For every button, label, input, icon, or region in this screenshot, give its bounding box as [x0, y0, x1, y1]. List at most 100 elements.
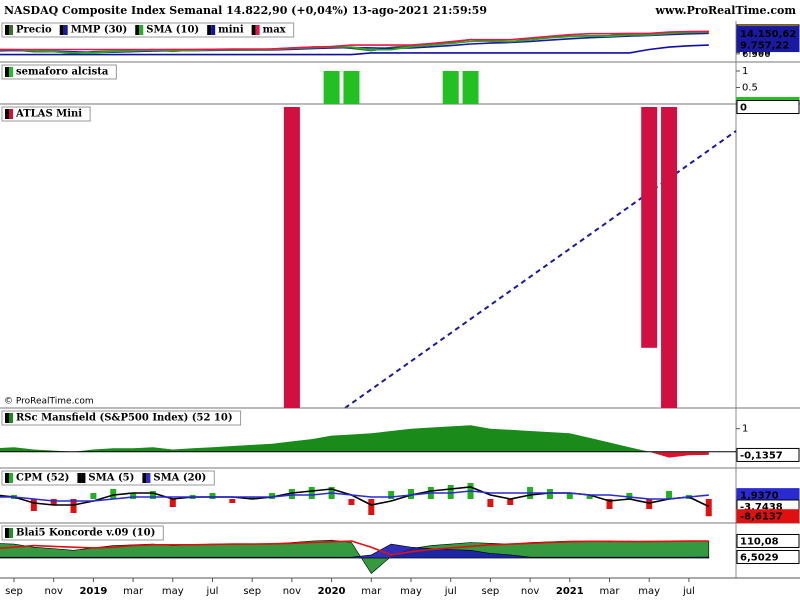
x-tick-label: nov — [283, 586, 301, 597]
legend-swatch — [5, 473, 9, 483]
area — [0, 543, 710, 559]
bar — [323, 71, 340, 104]
legend-label: ATLAS Mini — [15, 109, 82, 120]
legend-swatch — [5, 109, 9, 119]
bar — [666, 491, 673, 499]
bar — [487, 499, 494, 507]
legend-label: RSc Mansfield (S&P500 Index) (52 10) — [16, 413, 233, 424]
bar — [368, 499, 375, 515]
price-label-box — [736, 447, 800, 462]
bar — [586, 495, 593, 499]
panel-plot — [0, 539, 710, 574]
line — [0, 31, 709, 54]
price-label: 14.150,62 — [740, 29, 796, 40]
legend-label: Blai5 Koncorde v.09 (10) — [16, 528, 155, 539]
legend-swatch — [59, 25, 64, 35]
legend-label: Precio — [16, 25, 52, 36]
x-tick-label: sep — [482, 586, 500, 597]
bar — [343, 71, 360, 104]
price-label-box — [736, 100, 800, 114]
bar — [269, 493, 276, 499]
x-tick-label: mar — [123, 586, 144, 597]
bar — [283, 107, 300, 408]
legend-label: MMP (30) — [71, 25, 128, 36]
legend-swatch — [63, 25, 68, 35]
bar — [442, 71, 459, 104]
price-label-box — [736, 509, 800, 524]
price-label: -0,1357 — [740, 450, 783, 461]
legend-swatch — [5, 67, 9, 77]
area — [0, 425, 709, 453]
panel-plot — [283, 107, 678, 408]
bar — [641, 107, 658, 348]
legend-swatch — [255, 25, 260, 35]
legend-swatch — [5, 413, 9, 423]
x-tick-label: jul — [682, 586, 695, 597]
bar — [546, 489, 553, 499]
x-tick-label: 2020 — [318, 586, 346, 597]
legend-label: max — [263, 25, 287, 36]
legend-box — [1, 410, 242, 426]
legend-swatch — [146, 473, 151, 483]
bar — [388, 491, 395, 499]
x-tick-label: mar — [361, 586, 382, 597]
y-tick-label: 0.5 — [742, 83, 758, 94]
price-label: 0 — [740, 103, 747, 114]
legend-box — [1, 525, 164, 541]
y-tick-label: 1 — [742, 66, 748, 77]
x-tick-label: may — [638, 586, 660, 597]
bar — [209, 493, 216, 499]
legend-label: SMA (5) — [88, 473, 134, 484]
x-tick-label: may — [162, 586, 184, 597]
x-tick-label: 2019 — [79, 586, 107, 597]
price-label: 9.757,22 — [740, 41, 789, 52]
legend-swatch — [81, 473, 86, 483]
x-tick-label: sep — [243, 586, 261, 597]
bar — [130, 493, 137, 499]
legend-swatch — [5, 528, 9, 538]
price-label: 1,9370 — [740, 491, 779, 502]
line — [0, 44, 709, 56]
x-tick-label: nov — [521, 586, 539, 597]
bar — [249, 497, 256, 499]
price-label: -3,7438 — [740, 502, 783, 513]
legend-swatch — [211, 25, 216, 35]
bar — [646, 499, 653, 509]
x-tick-label: 2021 — [556, 586, 584, 597]
legend-box — [1, 22, 295, 38]
legend-box — [1, 64, 117, 80]
legend-label: CPM (52) — [16, 473, 69, 484]
legend-swatch — [9, 67, 13, 77]
price-label: 6,5029 — [740, 552, 779, 563]
panel-plot — [323, 71, 479, 104]
source: www.ProRealTime.com — [655, 4, 797, 17]
bar — [705, 499, 712, 517]
legend-swatch — [9, 473, 13, 483]
line — [0, 30, 709, 51]
bar — [507, 499, 514, 505]
bar — [149, 491, 156, 499]
chart-title: NASDAQ Composite Index Semanal 14.822,90… — [4, 4, 487, 17]
legend-label: SMA (10) — [146, 25, 199, 36]
bar — [229, 499, 236, 503]
copyright: © ProRealTime.com — [4, 397, 94, 407]
line — [0, 490, 709, 502]
x-tick-label: mar — [600, 586, 621, 597]
line — [0, 540, 709, 556]
x-tick-label: jul — [444, 586, 457, 597]
x-tick-label: sep — [5, 586, 23, 597]
panel-plot — [0, 30, 709, 56]
price-label-box — [736, 38, 800, 53]
price-label-box — [736, 533, 800, 548]
price-label: 110,08 — [740, 536, 779, 547]
bar — [30, 499, 37, 511]
legend-label: SMA (20) — [153, 473, 206, 484]
legend-swatch — [142, 473, 147, 483]
bar — [308, 487, 315, 499]
bar — [90, 493, 97, 499]
legend-swatch — [9, 109, 13, 119]
bar — [661, 107, 678, 408]
legend-swatch — [5, 25, 9, 35]
legend-swatch — [9, 528, 13, 538]
